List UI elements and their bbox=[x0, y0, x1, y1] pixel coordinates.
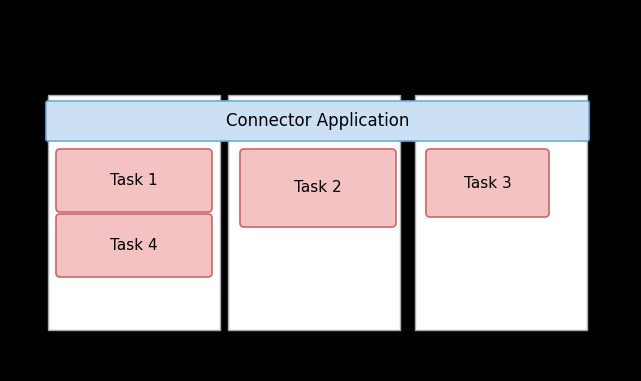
Text: Task 3: Task 3 bbox=[463, 176, 512, 190]
FancyBboxPatch shape bbox=[56, 149, 212, 212]
FancyBboxPatch shape bbox=[426, 149, 549, 217]
FancyBboxPatch shape bbox=[415, 95, 587, 330]
FancyBboxPatch shape bbox=[228, 95, 400, 330]
FancyBboxPatch shape bbox=[56, 214, 212, 277]
FancyBboxPatch shape bbox=[48, 95, 220, 330]
FancyBboxPatch shape bbox=[46, 101, 589, 141]
Text: Worker 2: Worker 2 bbox=[283, 333, 353, 349]
Text: Task 4: Task 4 bbox=[110, 238, 158, 253]
Text: Worker 3: Worker 3 bbox=[469, 333, 537, 349]
Text: Task 2: Task 2 bbox=[294, 181, 342, 195]
Text: Worker 1: Worker 1 bbox=[99, 333, 169, 349]
FancyBboxPatch shape bbox=[240, 149, 396, 227]
Text: Connector Application: Connector Application bbox=[226, 112, 409, 130]
Text: Task 1: Task 1 bbox=[110, 173, 158, 188]
